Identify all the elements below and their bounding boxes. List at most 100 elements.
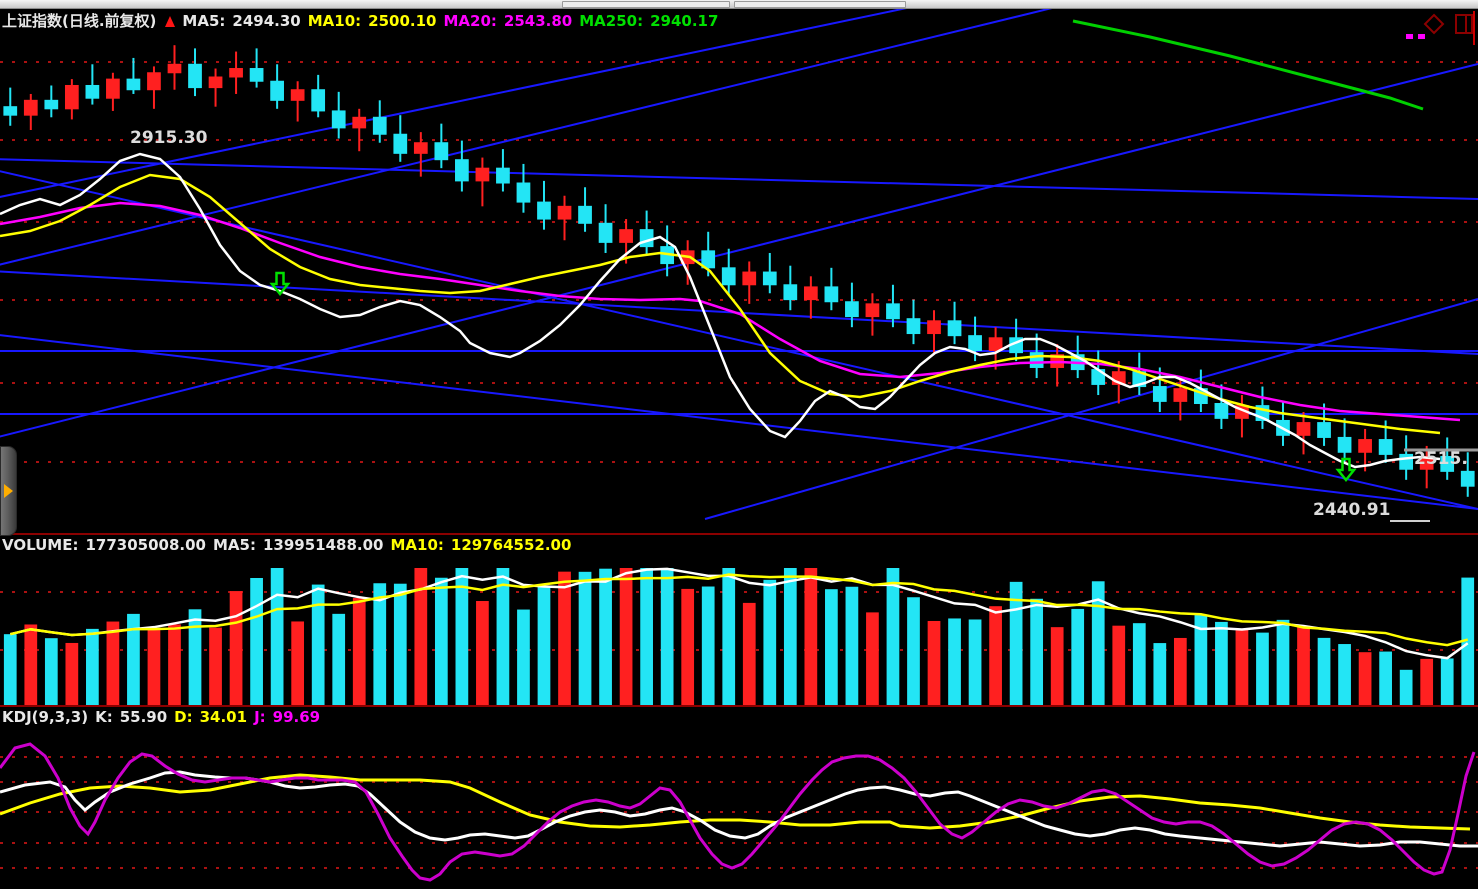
volume-bar[interactable] xyxy=(1276,619,1290,705)
volume-bar[interactable] xyxy=(86,628,99,705)
volume-bar[interactable] xyxy=(1440,658,1454,705)
candle-body[interactable] xyxy=(23,99,38,116)
volume-bar[interactable] xyxy=(188,609,202,705)
candle-body[interactable] xyxy=(208,76,223,89)
volume-bar[interactable] xyxy=(1420,658,1434,705)
diagonal-trend-lines[interactable] xyxy=(0,9,1478,520)
candle-body[interactable] xyxy=(229,68,243,78)
volume-bar[interactable] xyxy=(434,577,448,705)
volume-bar[interactable] xyxy=(1173,637,1187,705)
volume-bar[interactable] xyxy=(229,591,243,705)
candle-body[interactable] xyxy=(783,284,798,301)
volume-bar[interactable] xyxy=(948,618,961,705)
volume-bar[interactable] xyxy=(1256,632,1269,705)
horizontal-trend-lines[interactable] xyxy=(0,350,1478,415)
chart-widget-icons[interactable] xyxy=(1404,11,1476,45)
candle-body[interactable] xyxy=(249,68,264,82)
candlestick-series[interactable] xyxy=(3,45,1475,497)
candle-body[interactable] xyxy=(352,116,367,129)
candle-body[interactable] xyxy=(845,301,859,318)
candle-body[interactable] xyxy=(557,205,572,220)
volume-chart-canvas[interactable] xyxy=(0,558,1478,705)
volume-bar[interactable] xyxy=(1030,598,1044,705)
volume-bar[interactable] xyxy=(537,586,551,705)
volume-bar[interactable] xyxy=(291,621,305,705)
volume-bar[interactable] xyxy=(311,584,325,705)
candle-body[interactable] xyxy=(742,271,757,286)
candle-body[interactable] xyxy=(1440,456,1455,472)
candle-body[interactable] xyxy=(824,286,839,303)
candle-body[interactable] xyxy=(44,99,59,110)
volume-bar[interactable] xyxy=(1235,629,1249,705)
volume-bar[interactable] xyxy=(127,613,140,705)
volume-bar[interactable] xyxy=(393,583,407,705)
price-panel[interactable] xyxy=(0,9,1478,533)
volume-bar[interactable] xyxy=(927,620,941,705)
candle-body[interactable] xyxy=(496,167,510,184)
volume-bar[interactable] xyxy=(373,583,387,705)
candle-body[interactable] xyxy=(64,84,79,110)
volume-bar[interactable] xyxy=(496,568,510,705)
volume-bar[interactable] xyxy=(332,613,346,705)
candle-body[interactable] xyxy=(762,271,777,286)
volume-bar[interactable] xyxy=(681,588,695,705)
candle-body[interactable] xyxy=(1173,388,1188,402)
volume-bar[interactable] xyxy=(147,628,161,705)
candle-body[interactable] xyxy=(1358,439,1372,453)
volume-bar[interactable] xyxy=(558,571,571,705)
volume-bar[interactable] xyxy=(619,568,633,705)
volume-bar[interactable] xyxy=(270,568,284,705)
candle-body[interactable] xyxy=(1296,422,1311,436)
candle-body[interactable] xyxy=(3,106,18,116)
candle-body[interactable] xyxy=(167,63,182,74)
candle-body[interactable] xyxy=(1378,439,1393,455)
volume-bar[interactable] xyxy=(968,619,982,705)
volume-bar[interactable] xyxy=(24,624,38,705)
candle-body[interactable] xyxy=(434,142,449,161)
volume-bar[interactable] xyxy=(1071,608,1085,705)
volume-bar[interactable] xyxy=(1050,627,1064,705)
candle-body[interactable] xyxy=(1337,436,1352,453)
volume-bar[interactable] xyxy=(106,621,120,705)
volume-bar[interactable] xyxy=(722,568,736,705)
window-toolbar[interactable] xyxy=(0,0,1478,9)
volume-bar[interactable] xyxy=(1358,652,1372,705)
volume-bar[interactable] xyxy=(44,638,58,705)
volume-bar[interactable] xyxy=(599,568,612,705)
candle-body[interactable] xyxy=(188,63,202,89)
volume-bar[interactable] xyxy=(907,597,920,705)
candle-body[interactable] xyxy=(988,337,1003,352)
volume-bar[interactable] xyxy=(1297,625,1310,705)
candle-body[interactable] xyxy=(85,84,100,99)
volume-bar[interactable] xyxy=(701,586,715,705)
volume-bar[interactable] xyxy=(742,602,756,705)
candle-body[interactable] xyxy=(1460,470,1475,487)
candle-body[interactable] xyxy=(701,250,716,269)
kdj-chart-canvas[interactable] xyxy=(0,730,1478,887)
candle-body[interactable] xyxy=(721,267,736,286)
price-chart-canvas[interactable] xyxy=(0,9,1478,533)
candle-body[interactable] xyxy=(598,222,613,243)
volume-bar[interactable] xyxy=(1379,651,1392,705)
candle-body[interactable] xyxy=(1399,453,1414,470)
volume-bar[interactable] xyxy=(209,627,222,705)
volume-bar[interactable] xyxy=(783,568,797,705)
candle-body[interactable] xyxy=(455,159,469,182)
candle-body[interactable] xyxy=(968,335,982,352)
volume-bar[interactable] xyxy=(825,589,838,705)
candle-body[interactable] xyxy=(927,320,941,335)
toolbar-button-2[interactable] xyxy=(734,0,906,8)
volume-bar[interactable] xyxy=(1091,581,1105,705)
candle-body[interactable] xyxy=(1152,386,1167,402)
volume-bar[interactable] xyxy=(1399,669,1413,705)
sidebar-expand-button[interactable] xyxy=(0,446,17,536)
volume-bar-series[interactable] xyxy=(3,568,1475,705)
volume-bar[interactable] xyxy=(168,624,181,705)
candle-body[interactable] xyxy=(947,320,962,337)
volume-bar[interactable] xyxy=(476,601,489,705)
volume-bar[interactable] xyxy=(455,568,469,705)
candle-body[interactable] xyxy=(290,89,305,101)
candle-body[interactable] xyxy=(270,80,284,101)
volume-bar[interactable] xyxy=(517,609,530,705)
candle-body[interactable] xyxy=(865,303,880,318)
